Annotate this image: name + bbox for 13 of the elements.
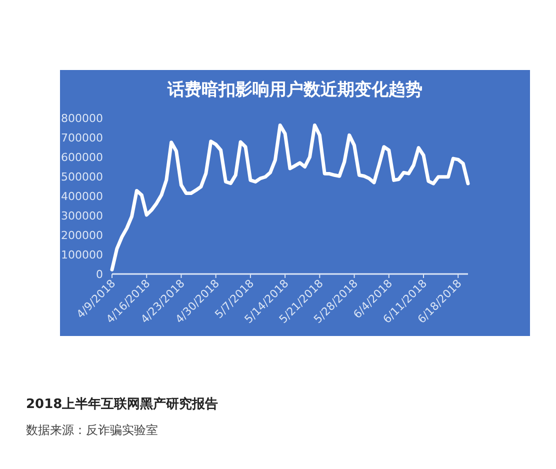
line-series [110, 123, 470, 272]
y-tick-label: 400000 [61, 190, 103, 203]
chart-title: 话费暗扣影响用户数近期变化趋势 [166, 80, 422, 100]
y-tick-label: 100000 [61, 248, 103, 262]
y-tick-label: 200000 [61, 229, 103, 242]
y-tick-label: 700000 [61, 132, 103, 144]
y-tick-label: 0 [96, 268, 103, 281]
y-tick-label: 300000 [61, 210, 103, 222]
y-tick-label: 800000 [61, 112, 103, 125]
text: 2018上半年互联网黑产研究报告 [26, 396, 218, 412]
y-tick-label: 600000 [61, 151, 103, 164]
y-tick-label: 500000 [61, 170, 103, 184]
source-note: 数据来源：反诈骗实验室 [26, 423, 158, 437]
